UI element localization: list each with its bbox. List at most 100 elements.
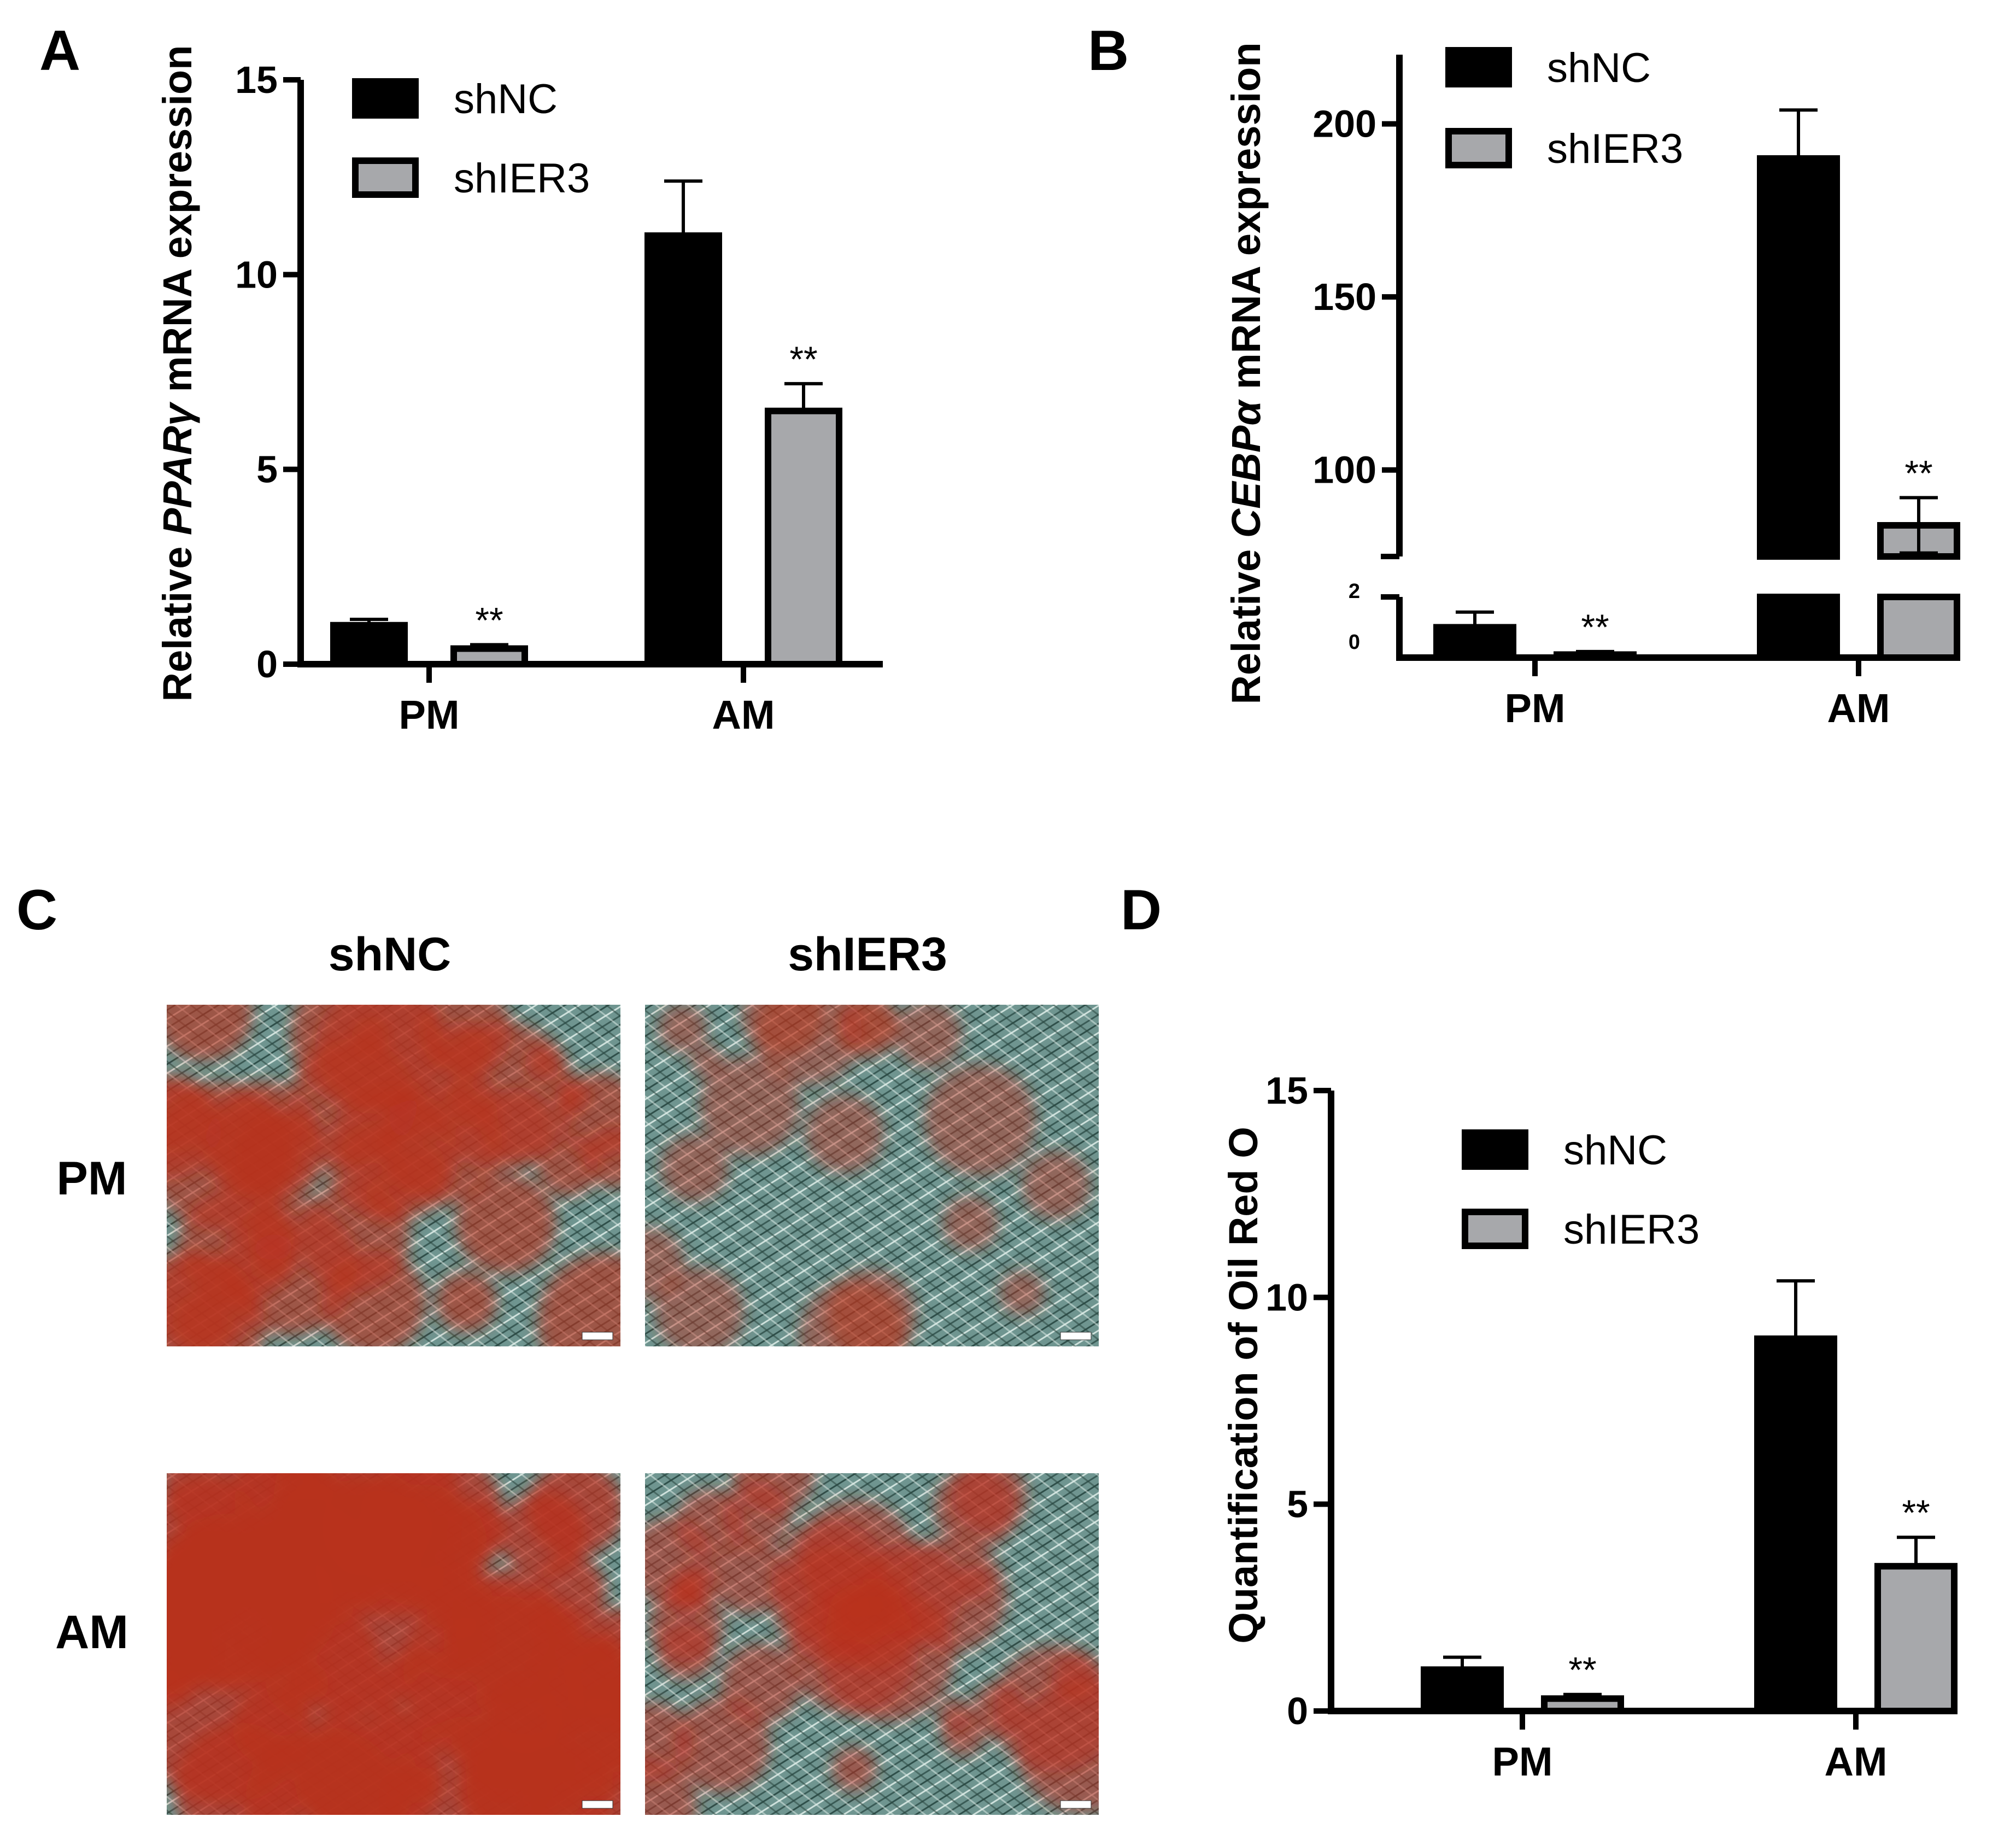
chart-a-bar (330, 622, 408, 667)
lipid-droplet-stain (534, 1555, 606, 1627)
chart-d-oil-red-o: 0 5 10 15 PM ** AM ** shNC shIER3 (1265, 1069, 1958, 1784)
chart-b-bar-lower-segment (1757, 594, 1840, 661)
chart-b-legend-swatch (1445, 128, 1512, 168)
chart-d-bar (1874, 1563, 1958, 1715)
panel-c-col-label-shier3: shIER3 (788, 928, 947, 981)
lipid-droplet-stain (924, 1064, 1036, 1176)
lipid-droplet-stain (699, 1056, 800, 1156)
lipid-droplet-stain (956, 1565, 992, 1601)
lipid-droplet-stain (542, 1687, 620, 1815)
chart-d-bar (1541, 1695, 1624, 1715)
chart-b-bar-lower-segment (1877, 594, 1960, 661)
chart-b-y-tick-label: 200 (1312, 103, 1376, 145)
chart-b-bar-upper-segment (1757, 155, 1840, 560)
chart-a-x-tick-label: AM (712, 692, 775, 737)
lipid-droplet-stain (862, 1540, 964, 1642)
lipid-droplet-stain (167, 1473, 325, 1557)
lipid-droplet-stain (427, 1022, 576, 1170)
lipid-droplet-stain (942, 1195, 998, 1251)
lipid-droplet-stain (711, 1538, 787, 1614)
lipid-droplet-stain (338, 1122, 404, 1187)
lipid-droplet-stain (657, 1621, 716, 1680)
lipid-droplet-stain (655, 1267, 745, 1346)
chart-b-significance-label: ** (1581, 607, 1609, 647)
micrograph-am-shnc (167, 1473, 620, 1815)
scale-bar (1060, 1332, 1092, 1340)
lipid-droplet-stain (525, 1044, 562, 1081)
lipid-droplet-stain (436, 1272, 497, 1332)
panel-c-row-label-pm: PM (57, 1152, 127, 1205)
lipid-droplet-stain (675, 1697, 770, 1793)
lipid-droplet-stain (167, 1076, 222, 1180)
panel-label-c: C (16, 878, 57, 942)
lipid-droplet-stain (773, 1544, 893, 1664)
chart-b-y-tick-label: 2 (1349, 580, 1360, 603)
chart-b-bar (1433, 624, 1516, 661)
micrograph-pm-shier3-content (645, 1005, 1099, 1346)
lipid-droplet-stain (676, 1489, 745, 1558)
micrograph-stain-layer (167, 1473, 620, 1815)
lipid-droplet-stain (167, 1005, 253, 1061)
lipid-droplet-stain (732, 1473, 815, 1514)
chart-d-legend-swatch (1462, 1129, 1528, 1170)
chart-d-bar (1754, 1335, 1837, 1714)
chart-a-legend-swatch (352, 78, 419, 119)
scale-bar (582, 1800, 613, 1809)
lipid-droplet-stain (413, 1560, 493, 1640)
micrograph-stain-layer (167, 1005, 620, 1346)
lipid-droplet-stain (660, 1134, 729, 1202)
chart-a-y-tick-label: 5 (256, 448, 278, 491)
lipid-droplet-stain (645, 1757, 698, 1815)
chart-d-legend-label: shIER3 (1563, 1206, 1699, 1253)
lipid-droplet-stain (992, 1645, 1099, 1773)
micrograph-stain-layer (645, 1005, 1091, 1346)
lipid-droplet-stain (950, 1473, 1027, 1534)
scale-bar (1060, 1800, 1092, 1809)
chart-b-y-tick-label: 150 (1312, 276, 1376, 318)
micrograph-pm-shier3 (645, 1005, 1099, 1346)
micrograph-am-shnc-content (167, 1473, 620, 1815)
lipid-droplet-stain (167, 1660, 193, 1709)
chart-a-bar (450, 645, 528, 667)
panel-c-col-label-shnc: shNC (329, 928, 452, 981)
lipid-droplet-stain (942, 1714, 984, 1756)
chart-b-y-tick-label: 0 (1349, 631, 1360, 654)
chart-d-y-tick-label: 0 (1287, 1690, 1308, 1732)
chart-b-x-tick-label: PM (1505, 685, 1566, 731)
chart-a-y-tick-label: 0 (256, 643, 278, 685)
lipid-droplet-stain (999, 1270, 1045, 1316)
chart-b-cebpa: 100 150 200 0 2 PM ** AM ** shNC shIER3 (1312, 45, 1960, 731)
chart-a-legend-label: shIER3 (454, 155, 590, 202)
lipid-droplet-stain (831, 1747, 876, 1791)
lipid-droplet-stain (321, 1251, 426, 1346)
chart-a-significance-label: ** (475, 600, 503, 640)
panel-c-row-label-am: AM (55, 1606, 128, 1659)
chart-b-y-tick-label: 100 (1312, 449, 1376, 491)
chart-a-y-label: Relative PPARγ mRNA expression (155, 45, 200, 702)
chart-a-significance-label: ** (789, 339, 817, 379)
chart-a-x-tick-label: PM (399, 692, 460, 737)
lipid-droplet-stain (527, 1473, 620, 1557)
micrograph-stain-layer (645, 1473, 1099, 1815)
chart-d-y-tick-label: 15 (1265, 1069, 1308, 1112)
chart-b-legend-label: shIER3 (1547, 126, 1683, 172)
chart-b-legend-swatch (1445, 47, 1512, 87)
chart-a-pparg: 0 5 10 15 PM ** AM ** shNC shIER3 (235, 58, 883, 737)
chart-a-y-tick-label: 15 (235, 58, 278, 101)
chart-d-x-tick-label: AM (1824, 1739, 1887, 1784)
lipid-droplet-stain (456, 1173, 556, 1274)
lipid-droplet-stain (537, 1253, 620, 1346)
lipid-droplet-stain (1022, 1151, 1091, 1220)
chart-a-legend-label: shNC (454, 76, 558, 122)
lipid-droplet-stain (894, 1005, 962, 1068)
panel-label-b: B (1088, 19, 1129, 83)
chart-a-legend-swatch (352, 157, 419, 198)
scale-bar (582, 1332, 613, 1340)
panel-label-a: A (39, 19, 80, 83)
lipid-droplet-stain (206, 1081, 323, 1197)
chart-d-y-tick-label: 10 (1265, 1276, 1308, 1319)
micrograph-pm-shnc-content (167, 1005, 620, 1346)
chart-d-bar (1421, 1666, 1504, 1714)
lipid-droplet-stain (286, 1662, 329, 1705)
